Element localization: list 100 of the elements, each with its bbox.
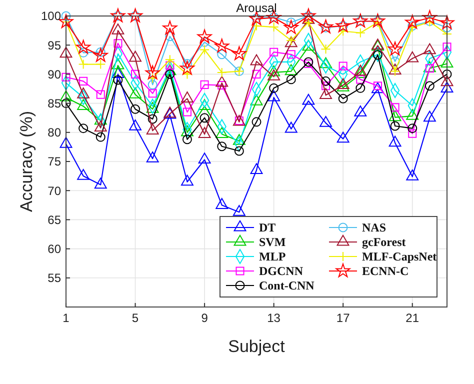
point <box>353 14 368 28</box>
point <box>181 125 194 136</box>
point <box>390 66 400 76</box>
legend-label: SVM <box>259 235 286 250</box>
point <box>78 59 88 70</box>
point <box>214 38 230 53</box>
point <box>270 48 278 56</box>
point <box>406 51 419 62</box>
y-tick-label: 70 <box>48 184 62 198</box>
point <box>388 64 402 75</box>
point <box>217 50 227 60</box>
point <box>146 151 159 162</box>
point <box>148 89 157 98</box>
x-tick-label: 17 <box>336 311 350 325</box>
legend-label: gcForest <box>362 235 406 250</box>
y-tick-label: 90 <box>48 67 62 82</box>
point <box>370 14 385 28</box>
y-tick-label: 55 <box>48 271 62 286</box>
point <box>321 76 331 86</box>
point <box>440 75 454 86</box>
point <box>252 20 262 31</box>
point <box>390 121 400 131</box>
point <box>96 132 106 142</box>
point <box>338 26 348 36</box>
point <box>96 90 105 99</box>
x-axis-title: Subject <box>228 337 286 356</box>
point <box>336 18 350 32</box>
point <box>284 20 298 34</box>
point <box>77 99 90 110</box>
point <box>146 102 159 113</box>
point <box>354 106 367 116</box>
point <box>76 40 91 54</box>
point <box>372 82 384 94</box>
point <box>232 205 246 216</box>
point <box>388 136 402 147</box>
point <box>129 50 142 62</box>
y-tick-label: 60 <box>48 242 62 256</box>
point <box>338 94 348 104</box>
x-tick-label: 13 <box>267 311 281 325</box>
point <box>165 32 175 42</box>
point <box>216 127 228 138</box>
point <box>182 108 192 116</box>
point <box>442 69 452 79</box>
point <box>442 22 452 32</box>
point <box>390 103 400 112</box>
point <box>406 170 419 180</box>
point <box>130 104 140 114</box>
point <box>250 54 263 66</box>
point <box>388 42 402 56</box>
point <box>408 124 418 134</box>
point <box>268 90 280 102</box>
point <box>198 152 211 164</box>
legend-label: NAS <box>362 220 386 235</box>
point <box>181 174 194 186</box>
point <box>284 122 298 133</box>
point <box>148 80 158 90</box>
x-tick-label: 21 <box>406 311 420 325</box>
point <box>93 48 108 62</box>
point <box>442 42 452 52</box>
point <box>60 46 72 58</box>
point <box>129 87 142 98</box>
point <box>114 39 122 48</box>
legend-label: DT <box>259 220 276 235</box>
point <box>232 46 246 60</box>
point <box>113 75 123 85</box>
point <box>182 69 192 80</box>
point <box>60 90 72 102</box>
point <box>320 44 331 54</box>
point <box>129 119 142 130</box>
point <box>77 168 90 180</box>
point <box>423 43 436 54</box>
point <box>180 60 194 75</box>
point <box>250 163 263 174</box>
point <box>200 37 210 47</box>
point <box>62 72 70 82</box>
point <box>320 57 332 68</box>
point <box>338 62 348 70</box>
point <box>148 73 158 84</box>
point <box>164 54 175 65</box>
point <box>356 75 365 84</box>
point <box>234 146 244 156</box>
point <box>372 50 382 60</box>
point <box>336 132 350 143</box>
point <box>61 98 71 108</box>
legend-label: Cont-CNN <box>259 278 315 293</box>
point <box>217 142 227 152</box>
point <box>286 74 296 84</box>
point <box>268 69 280 80</box>
point <box>145 65 160 80</box>
point <box>181 92 194 102</box>
point <box>286 50 296 59</box>
point <box>110 8 126 22</box>
point <box>79 76 88 86</box>
point <box>268 22 279 32</box>
point <box>162 20 178 34</box>
point <box>322 82 330 90</box>
point <box>197 29 212 44</box>
x-tick-label: 1 <box>62 311 70 325</box>
point <box>356 83 366 93</box>
point <box>388 110 402 122</box>
